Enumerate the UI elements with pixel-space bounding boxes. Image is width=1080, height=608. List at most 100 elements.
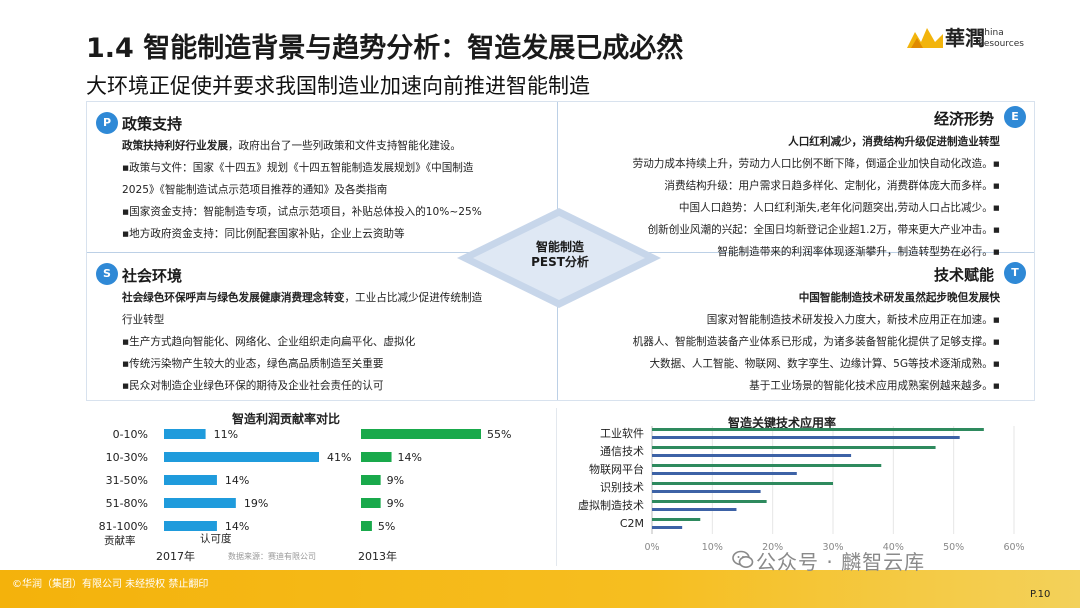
- category-label: 物联网平台: [589, 462, 644, 476]
- bar-series-a: [652, 428, 984, 431]
- policy-title: 政策支持: [122, 115, 183, 133]
- tech-title: 技术赋能: [934, 266, 995, 284]
- bar-series-b: [652, 436, 960, 439]
- economy-badge: E: [1004, 106, 1026, 128]
- economy-item: 创新创业风潮的兴起：全国日均新登记企业超1.2万，带来更大产业冲击。▪: [647, 224, 1000, 236]
- social-lead-line2: 行业转型: [122, 314, 165, 326]
- bar-series-b: [652, 490, 761, 493]
- bar-2013-label: 55%: [487, 428, 511, 441]
- category-label: 虚拟制造技术: [578, 498, 644, 512]
- category-label: 31-50%: [106, 474, 148, 487]
- x-tick-label: 40%: [883, 542, 904, 553]
- category-label: 81-100%: [99, 520, 148, 533]
- bar-2013: [361, 475, 381, 485]
- economy-item: 智能制造带来的利润率体现逐渐攀升，制造转型势在必行。▪: [717, 246, 1000, 258]
- tech-badge: T: [1004, 262, 1026, 284]
- category-label: C2M: [620, 517, 644, 530]
- bar-series-a: [652, 482, 833, 485]
- bar-2017: [164, 452, 319, 462]
- logo-en-line2: Resources: [978, 39, 1024, 49]
- bar-2017: [164, 429, 206, 439]
- economy-item: 中国人口趋势：人口红利渐失,老年化问题突出,劳动人口占比减少。▪: [678, 202, 1000, 214]
- social-item: ▪生产方式趋向智能化、网络化、企业组织走向扁平化、虚拟化: [122, 336, 416, 348]
- bar-2013-label: 9%: [387, 474, 404, 487]
- footer-copyright: ©华润（集团）有限公司 未经授权 禁止翻印: [12, 579, 209, 590]
- y-axis-label: 认可度: [200, 532, 232, 545]
- policy-badge: P: [96, 112, 118, 134]
- social-item: ▪民众对制造企业绿色环保的期待及企业社会责任的认可: [122, 380, 384, 392]
- bar-2013-label: 5%: [378, 520, 395, 533]
- x-tick-label: 50%: [943, 542, 964, 553]
- page-title: 1.4 智能制造背景与趋势分析：智造发展已成必然: [86, 33, 684, 64]
- pest-center-label: 智能制造 PEST分析: [506, 240, 614, 270]
- policy-item: ▪地方政府资金支持：同比例配套国家补贴，企业上云资助等: [122, 228, 405, 240]
- bar-2013: [361, 498, 381, 508]
- watermark: 公众号 · 麟智云库: [756, 550, 926, 574]
- social-text: 社会绿色环保呼声与绿色发展健康消费理念转变，工业占比减少促进传统制造 行业转型 …: [122, 287, 482, 397]
- footer-bar: [0, 570, 1080, 608]
- bar-series-b: [652, 508, 737, 511]
- economy-lead: 人口红利减少，消费结构升级促进制造业转型: [788, 136, 1000, 148]
- category-label: 0-10%: [113, 428, 148, 441]
- chart2-title: 智造关键技术应用率: [728, 416, 837, 430]
- bar-series-a: [652, 446, 936, 449]
- economy-text: 人口红利减少，消费结构升级促进制造业转型 劳动力成本持续上升，劳动力人口比例不断…: [560, 131, 1000, 263]
- bar-series-a: [652, 518, 701, 521]
- bar-2013: [361, 429, 481, 439]
- bar-series-a: [652, 500, 767, 503]
- tech-item: 国家对智能制造技术研发投入力度大，新技术应用正在加速。▪: [706, 314, 1000, 326]
- logo-en-line1: China: [978, 28, 1004, 38]
- logo-english: China Resources: [978, 28, 1024, 50]
- wechat-icon: [732, 550, 754, 568]
- charts-divider: [556, 408, 557, 566]
- bar-series-a: [652, 464, 882, 467]
- x-tick-label: 0%: [644, 542, 659, 553]
- bar-2017-label: 14%: [225, 520, 249, 533]
- category-label: 通信技术: [600, 445, 644, 458]
- bar-2017: [164, 475, 217, 485]
- bar-2017: [164, 521, 217, 531]
- policy-lead: 政策扶持利好行业发展，政府出台了一些列政策和文件支持智能化建设。: [122, 140, 461, 152]
- bar-series-b: [652, 472, 797, 475]
- page-subtitle: 大环境正促使并要求我国制造业加速向前推进智能制造: [86, 74, 590, 98]
- bar-2013-label: 9%: [387, 497, 404, 510]
- profit-contribution-chart: 0-10% 11% 55% 10-30% 41% 14% 31-50% 14% 9% 51-80%…: [99, 428, 512, 563]
- policy-item: ▪政策与文件：国家《十四五》规划《十四五智能制造发展规划》《中国制造: [122, 162, 474, 174]
- chart1-title: 智造利润贡献率对比: [232, 412, 341, 426]
- china-resources-logo-icon: [907, 28, 943, 48]
- policy-text: 政策扶持利好行业发展，政府出台了一些列政策和文件支持智能化建设。 ▪政策与文件：…: [122, 135, 482, 245]
- center-line1: 智能制造: [535, 240, 584, 254]
- x-tick-label: 30%: [822, 542, 843, 553]
- category-label: 51-80%: [106, 497, 148, 510]
- bar-2013: [361, 452, 392, 462]
- data-source: 数据来源：赛迪有限公司: [228, 551, 316, 561]
- category-label: 10-30%: [106, 451, 148, 464]
- x-tick-label: 20%: [762, 542, 783, 553]
- x-axis-label: 贡献率: [104, 534, 136, 547]
- legend-2013: 2013年: [358, 549, 397, 563]
- bar-2017-label: 41%: [327, 451, 351, 464]
- economy-item: 劳动力成本持续上升，劳动力人口比例不断下降，倒逼企业加快自动化改造。▪: [632, 158, 1000, 170]
- tech-item: 机器人、智能制造装备产业体系已形成，为诸多装备智能化提供了足够支撑。▪: [632, 336, 1000, 348]
- x-tick-label: 10%: [702, 542, 723, 553]
- center-line2: PEST分析: [531, 255, 589, 269]
- economy-item: 消费结构升级：用户需求日趋多样化、定制化，消费群体庞大而多样。▪: [664, 180, 1000, 192]
- social-badge: S: [96, 263, 118, 285]
- tech-adoption-chart: 0% 10% 20% 30% 40% 50% 60% 工业软件通信技术物联网平台识别技术虚拟制…: [578, 426, 1025, 553]
- social-item: ▪传统污染物产生较大的业态，绿色高品质制造至关重要: [122, 358, 384, 370]
- category-label: 工业软件: [600, 426, 644, 440]
- page-number: P.10: [1030, 589, 1051, 600]
- economy-title: 经济形势: [934, 110, 995, 128]
- bar-series-b: [652, 526, 683, 529]
- tech-text: 中国智能制造技术研发虽然起步晚但发展快 国家对智能制造技术研发投入力度大，新技术…: [560, 287, 1000, 397]
- tech-lead: 中国智能制造技术研发虽然起步晚但发展快: [798, 292, 1000, 304]
- bar-2017: [164, 498, 236, 508]
- bar-2017-label: 11%: [214, 428, 238, 441]
- policy-item: ▪国家资金支持：智能制造专项，试点示范项目，补贴总体投入的10%~25%: [122, 206, 482, 218]
- social-title: 社会环境: [122, 267, 183, 285]
- bar-2017-label: 14%: [225, 474, 249, 487]
- social-lead: 社会绿色环保呼声与绿色发展健康消费理念转变，工业占比减少促进传统制造: [122, 292, 483, 304]
- tech-item: 基于工业场景的智能化技术应用成熟案例越来越多。▪: [749, 380, 1000, 392]
- policy-item: 2025》《智能制造试点示范项目推荐的通知》及各类指南: [122, 184, 388, 196]
- logo-chinese: 華潤: [945, 26, 985, 50]
